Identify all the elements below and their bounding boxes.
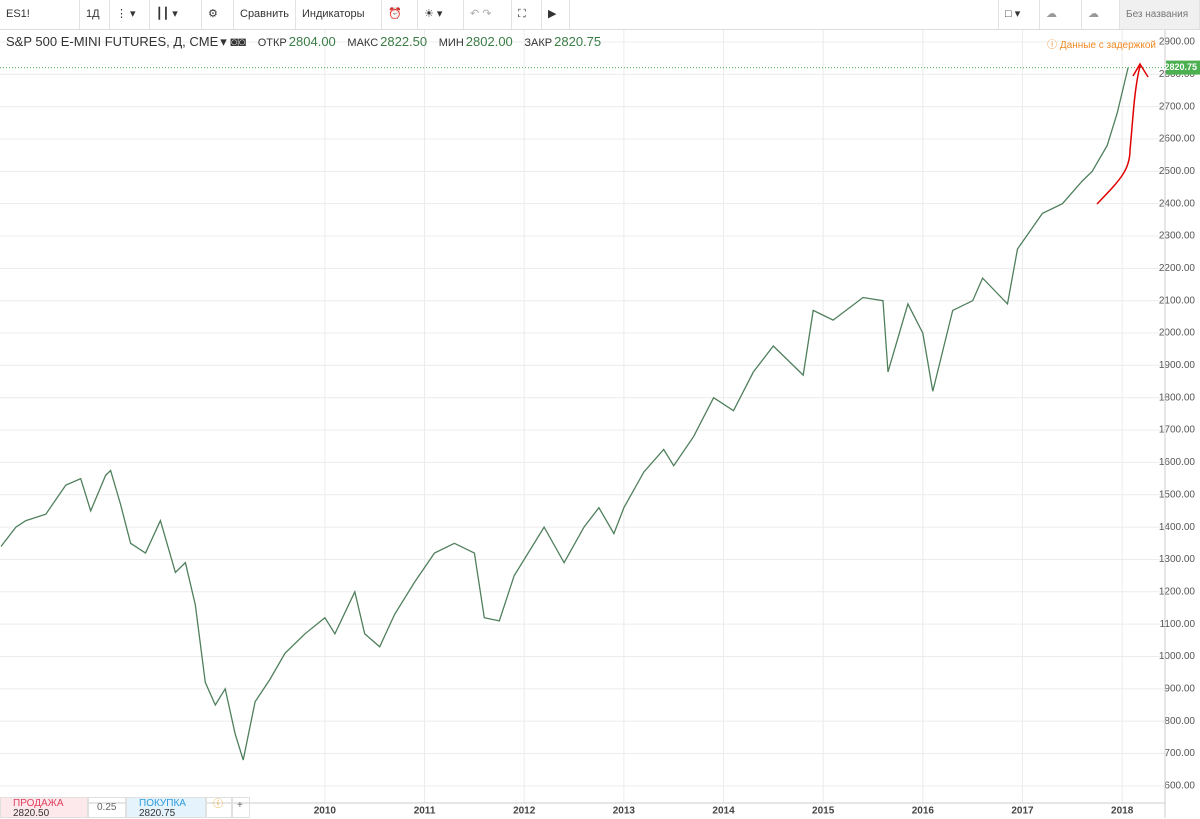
x-tick-label: 2011 — [414, 806, 436, 817]
y-tick-label: 1800.00 — [1159, 392, 1196, 403]
y-tick-label: 1000.00 — [1159, 651, 1196, 662]
load-button[interactable]: ☁ — [1040, 0, 1082, 29]
delay-notice[interactable]: ⓘ Данные с задержкой — [1047, 40, 1156, 51]
x-tick-label: 2014 — [712, 806, 735, 817]
legend: S&P 500 E-MINI FUTURES, Д, CME ▾ ◙◙ ОТКР 2… — [6, 34, 602, 49]
x-tick-label: 2017 — [1011, 806, 1034, 817]
y-tick-label: 2900.00 — [1159, 37, 1196, 48]
symbol-input[interactable]: ES1! — [0, 0, 80, 29]
y-tick-label: 2100.00 — [1159, 295, 1196, 306]
replay-button[interactable]: ▶ — [542, 0, 570, 29]
price-line — [0, 67, 1129, 761]
indicators-button[interactable]: Индикаторы — [296, 0, 382, 29]
sell-price: 2820.50 — [13, 808, 50, 819]
y-tick-label: 2400.00 — [1159, 198, 1196, 209]
x-tick-label: 2015 — [812, 806, 835, 817]
y-tick-label: 1100.00 — [1160, 619, 1196, 630]
x-tick-label: 2010 — [314, 806, 337, 817]
y-tick-label: 2500.00 — [1159, 166, 1196, 177]
ideas-button[interactable]: ☀ ▾ — [418, 0, 464, 29]
y-tick-label: 2000.00 — [1159, 328, 1196, 339]
settings-button[interactable]: ⚙ — [202, 0, 234, 29]
y-tick-label: 1200.00 — [1159, 586, 1196, 597]
fullscreen-button[interactable]: ⛶ — [512, 0, 542, 29]
legend-title: S&P 500 E-MINI FUTURES, Д, CME — [6, 34, 219, 49]
save-button[interactable]: ☁ — [1082, 0, 1120, 29]
spread: 0.25 — [88, 797, 126, 818]
toolbar: ES1! 1Д ⋮ ▾ ┃┃ ▾ ⚙ Сравнить Индикаторы ⏰… — [0, 0, 1200, 30]
legend-label: МИН — [438, 37, 464, 49]
legend-label: ОТКР — [257, 37, 287, 49]
add-button[interactable]: + — [232, 797, 250, 818]
y-tick-label: 800.00 — [1164, 716, 1195, 727]
buy-button[interactable]: ПОКУПКА 2820.75 — [126, 797, 206, 819]
sell-label: ПРОДАЖА — [13, 798, 64, 809]
legend-value: 2822.50 — [380, 34, 428, 49]
legend-label: МАКС — [347, 37, 379, 49]
y-tick-label: 2700.00 — [1159, 101, 1196, 112]
buy-price: 2820.75 — [139, 808, 176, 819]
y-tick-label: 1400.00 — [1159, 522, 1196, 533]
info-button[interactable]: ⓘ — [206, 797, 232, 818]
interval-button[interactable]: 1Д — [80, 0, 110, 29]
alert-button[interactable]: ⏰ — [382, 0, 418, 29]
y-tick-label: 1700.00 — [1159, 425, 1196, 436]
chart-style-button[interactable]: ┃┃ ▾ — [150, 0, 202, 29]
y-tick-label: 2300.00 — [1159, 231, 1196, 242]
x-tick-label: 2018 — [1111, 806, 1134, 817]
annotation-arrow — [1096, 62, 1149, 205]
plot-area — [0, 30, 1165, 803]
y-tick-label: 1600.00 — [1159, 457, 1196, 468]
legend-value: 2804.00 — [288, 34, 336, 49]
y-tick-label: 900.00 — [1164, 683, 1195, 694]
color-button[interactable]: □ ▾ — [998, 0, 1040, 29]
last-price-label: 2820.75 — [1164, 62, 1197, 72]
y-tick-label: 700.00 — [1164, 748, 1195, 759]
buy-label: ПОКУПКА — [139, 798, 186, 809]
legend-value: 2802.00 — [465, 34, 513, 49]
y-tick-label: 1500.00 — [1159, 489, 1196, 500]
legend-label: ЗАКР — [524, 37, 553, 49]
menu-button[interactable]: ⋮ ▾ — [110, 0, 150, 29]
x-tick-label: 2016 — [912, 806, 935, 817]
x-tick-label: 2013 — [613, 806, 636, 817]
undo-redo[interactable]: ↶ ↷ — [464, 0, 512, 29]
compare-button[interactable]: Сравнить — [234, 0, 296, 29]
sell-button[interactable]: ПРОДАЖА 2820.50 — [0, 797, 88, 819]
y-tick-label: 1300.00 — [1159, 554, 1196, 565]
legend-value: 2820.75 — [554, 34, 602, 49]
y-tick-label: 2600.00 — [1159, 134, 1196, 145]
y-tick-label: 2200.00 — [1159, 263, 1196, 274]
y-tick-label: 600.00 — [1164, 780, 1195, 791]
y-tick-label: 1900.00 — [1159, 360, 1196, 371]
delay-text: Данные с задержкой — [1059, 40, 1156, 51]
last-price-badge — [1166, 60, 1200, 75]
x-tick-label: 2012 — [513, 806, 536, 817]
